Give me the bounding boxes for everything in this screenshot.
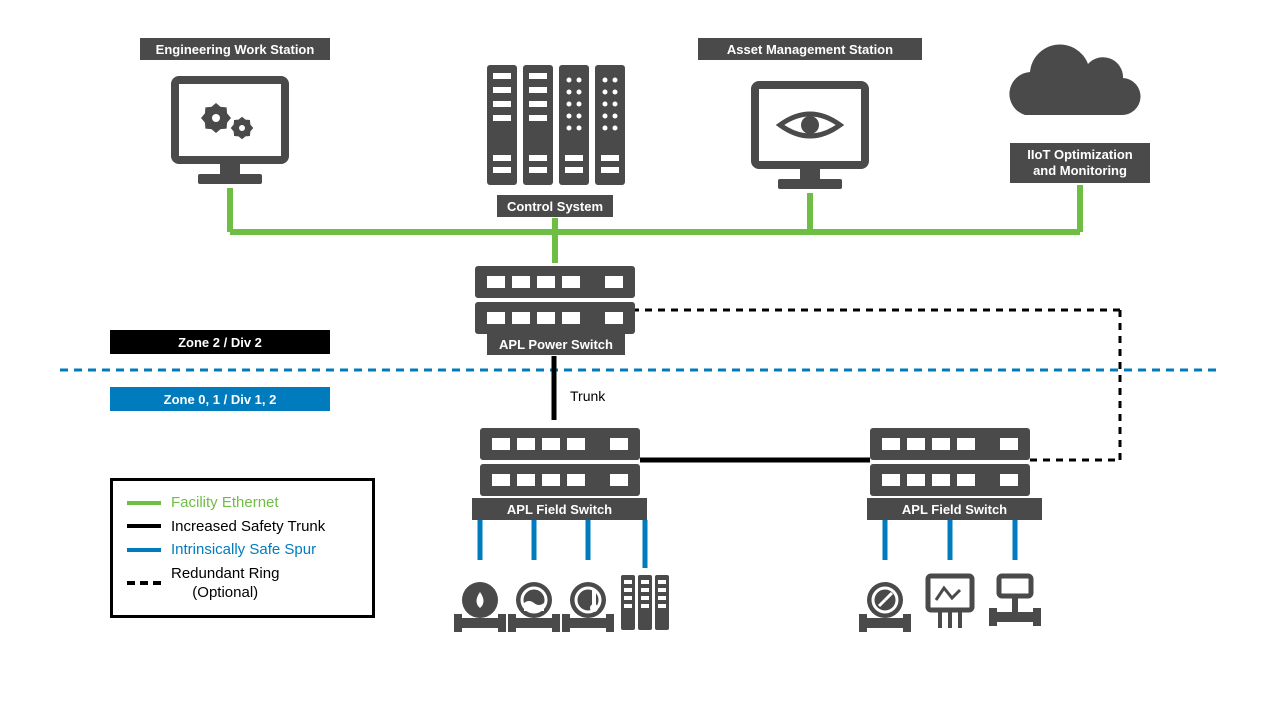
legend-label: Intrinsically Safe Spur [171,540,316,560]
ams-label: Asset Management Station [698,38,922,60]
field-device-flow-icon [454,582,506,632]
control-system-label: Control System [497,195,613,217]
field-device-pressure-icon [859,582,911,632]
cloud-icon [1009,44,1140,115]
apl-field-switch-1-icon [480,428,640,496]
legend: Facility Ethernet Increased Safety Trunk… [110,478,375,618]
apl-field-switch-2-label: APL Field Switch [867,498,1042,520]
legend-item-spur: Intrinsically Safe Spur [127,540,358,560]
iiot-label-line2: and Monitoring [1033,163,1127,179]
apl-field-switch-2-icon [870,428,1030,496]
field-device-actuator-icon [989,576,1041,626]
ams-monitor-icon [755,85,865,189]
zone-01-badge: Zone 0, 1 / Div 1, 2 [110,387,330,411]
apl-power-switch-icon [475,266,635,334]
legend-label: Redundant Ring (Optional) [171,564,279,603]
field-device-analyzer-icon [928,576,972,628]
field-device-level-icon [508,582,560,632]
zone-2-badge: Zone 2 / Div 2 [110,330,330,354]
ews-label: Engineering Work Station [140,38,330,60]
apl-power-switch-label: APL Power Switch [487,333,625,355]
apl-field-switch-1-label: APL Field Switch [472,498,647,520]
trunk-text: Trunk [570,388,605,404]
legend-item-ring: Redundant Ring (Optional) [127,564,358,603]
field-device-temp-icon [562,582,614,632]
legend-item-ethernet: Facility Ethernet [127,493,358,513]
iiot-label: IIoT Optimization and Monitoring [1010,143,1150,183]
ews-monitor-icon [175,80,285,184]
field-device-io-icon [621,575,669,630]
iiot-label-line1: IIoT Optimization [1027,147,1132,163]
legend-label: Facility Ethernet [171,493,279,513]
legend-label: Increased Safety Trunk [171,517,325,537]
legend-item-trunk: Increased Safety Trunk [127,517,358,537]
control-system-icon [487,65,625,185]
